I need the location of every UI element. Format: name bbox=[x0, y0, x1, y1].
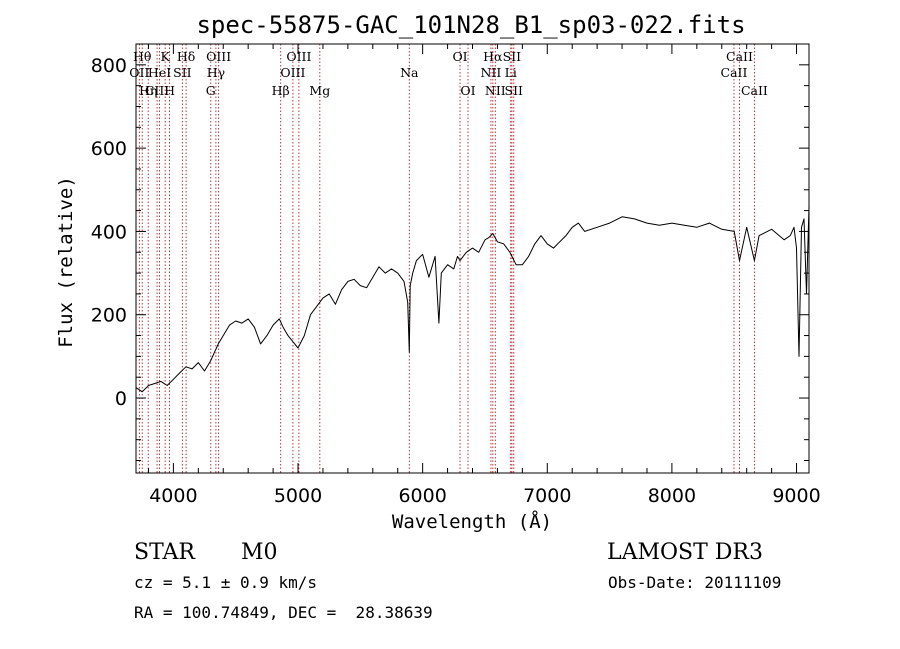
emission-line-label: G bbox=[206, 83, 216, 98]
emission-line-label: OIII bbox=[286, 49, 311, 64]
x-tick-label: 6000 bbox=[398, 485, 446, 507]
emission-line-label: CaII bbox=[726, 49, 753, 64]
redshift-readout: cz = 5.1 ± 0.9 km/s bbox=[134, 573, 318, 592]
emission-line-label: K bbox=[160, 49, 170, 64]
observation-date: Obs-Date: 20111109 bbox=[608, 573, 782, 592]
series-group bbox=[135, 206, 810, 393]
emission-line-label: SII bbox=[173, 65, 192, 80]
y-axis-label: Flux (relative) bbox=[55, 176, 77, 348]
emission-line-label: Hδ bbox=[177, 49, 195, 64]
object-subclass: M0 bbox=[241, 540, 278, 565]
emission-line-label: OII bbox=[129, 65, 149, 80]
emission-line-label: Hα bbox=[483, 49, 503, 64]
emission-line-label: Li bbox=[505, 65, 517, 80]
x-tick-label: 9000 bbox=[772, 485, 820, 507]
emission-line-label: SII bbox=[503, 49, 522, 64]
y-tick-label: 800 bbox=[91, 55, 127, 77]
x-tick-label: 5000 bbox=[274, 485, 322, 507]
emission-line-label: H bbox=[164, 83, 175, 98]
emission-line-label: CaII bbox=[741, 83, 768, 98]
flux-series-line bbox=[135, 206, 810, 393]
emission-line-label: Na bbox=[400, 65, 419, 80]
emission-line-label: OI bbox=[460, 83, 475, 98]
emission-line-label: CaII bbox=[721, 65, 748, 80]
emission-line-label: OI bbox=[452, 49, 467, 64]
emission-line-label: Hη bbox=[139, 83, 157, 98]
y-tick-label: 600 bbox=[91, 138, 127, 160]
emission-line-label: Mg bbox=[309, 83, 330, 98]
tick-labels: 4000 5000 6000 7000 8000 9000 0 200 400 600 800 bbox=[91, 55, 821, 507]
emission-line-label: Hγ bbox=[207, 65, 225, 80]
x-tick-label: 7000 bbox=[523, 485, 571, 507]
emission-line-label: Hβ bbox=[272, 83, 290, 98]
y-tick-label: 400 bbox=[91, 221, 127, 243]
plot-frame bbox=[135, 43, 810, 474]
survey-name: LAMOST DR3 bbox=[607, 540, 763, 565]
x-tick-label: 4000 bbox=[149, 485, 197, 507]
emission-line-label: NII bbox=[485, 83, 506, 98]
emission-line-label: OIII bbox=[280, 65, 305, 80]
emission-lines bbox=[138, 44, 755, 473]
y-tick-label: 200 bbox=[91, 305, 127, 327]
emission-line-label: HeI bbox=[148, 65, 171, 80]
object-class: STAR bbox=[134, 540, 195, 565]
emission-line-labels: OIIHθHηCIIIHeIKHSIIHδGHγOIIIHβOIIIOIIIMg… bbox=[129, 49, 768, 98]
axis-ticks bbox=[136, 43, 809, 473]
emission-line-label: SII bbox=[505, 83, 524, 98]
x-tick-label: 8000 bbox=[648, 485, 696, 507]
emission-line-label: CIII bbox=[145, 83, 169, 98]
emission-line-label: Hθ bbox=[133, 49, 151, 64]
coordinates-readout: RA = 100.74849, DEC = 28.38639 bbox=[134, 603, 433, 622]
emission-line-label: OIII bbox=[206, 49, 231, 64]
x-axis-label: Wavelength (Å) bbox=[392, 510, 552, 533]
y-tick-label: 0 bbox=[115, 388, 127, 410]
chart-title: spec-55875-GAC_101N28_B1_sp03-022.fits bbox=[196, 11, 745, 39]
emission-line-label: NII bbox=[481, 65, 502, 80]
